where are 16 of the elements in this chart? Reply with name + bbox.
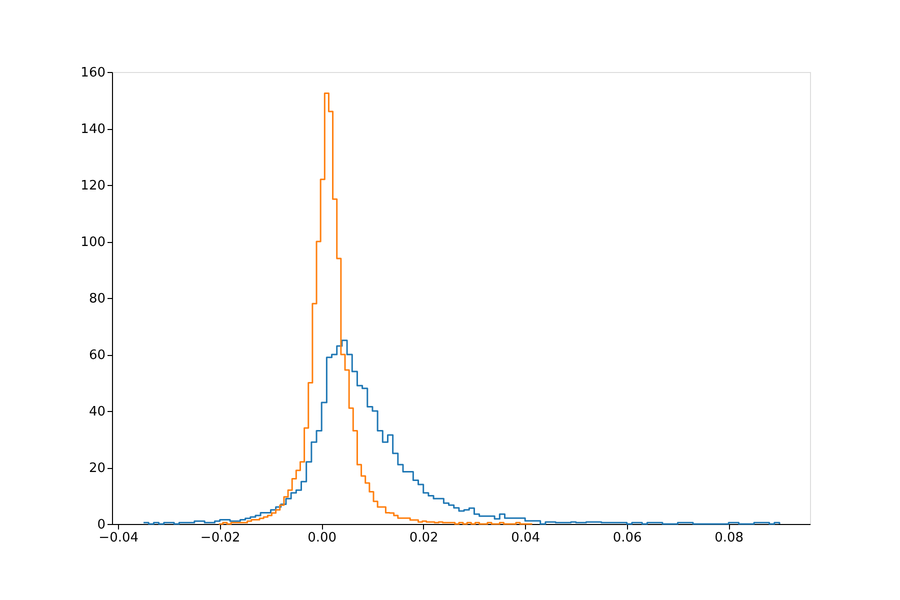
y-tick-label: 140 (80, 122, 106, 137)
x-tick-label: −0.04 (98, 530, 139, 546)
x-tick-label: 0.04 (511, 530, 540, 546)
y-tick-label: 120 (80, 178, 106, 194)
y-tick-label: 100 (80, 235, 106, 250)
x-tick-label: 0.00 (308, 530, 337, 546)
x-tick-label: 0.06 (612, 530, 642, 546)
x-tick-label: 0.02 (409, 530, 438, 546)
x-tick-label: 0.08 (714, 530, 744, 546)
y-tick-label: 20 (88, 461, 106, 476)
y-tick-label: 60 (88, 348, 106, 363)
y-tick-label: 40 (88, 404, 106, 420)
y-tick-label: 0 (97, 518, 106, 532)
x-tick-label: −0.02 (200, 530, 240, 546)
y-tick-label: 80 (88, 292, 106, 306)
y-tick-label: 160 (80, 66, 106, 80)
